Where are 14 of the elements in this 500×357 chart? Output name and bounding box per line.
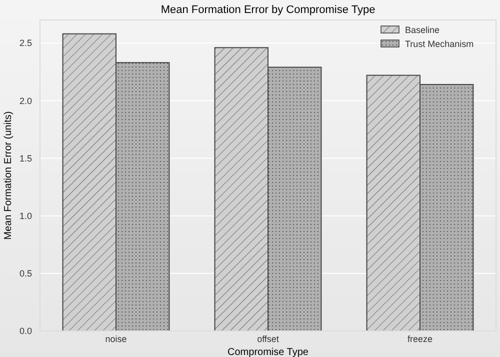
legend-label: Baseline <box>405 25 440 36</box>
y-tick-label: 2.5 <box>19 38 32 48</box>
chart-title: Mean Formation Error by Compromise Type <box>160 4 376 16</box>
y-tick-label: 1.5 <box>19 153 32 164</box>
y-tick-label: 1.0 <box>19 210 32 221</box>
x-tick-label: noise <box>105 334 127 344</box>
x-tick-label: offset <box>257 334 280 344</box>
legend-label: Trust Mechanism <box>405 39 474 50</box>
y-tick-label: 0.0 <box>19 326 32 336</box>
y-axis-title: Mean Formation Error (units) <box>3 111 14 240</box>
x-tick-label: freeze <box>407 334 433 344</box>
y-tick-label: 2.0 <box>19 96 32 106</box>
x-axis-title: Compromise Type <box>228 347 309 357</box>
y-tick-label: 0.5 <box>19 268 32 279</box>
